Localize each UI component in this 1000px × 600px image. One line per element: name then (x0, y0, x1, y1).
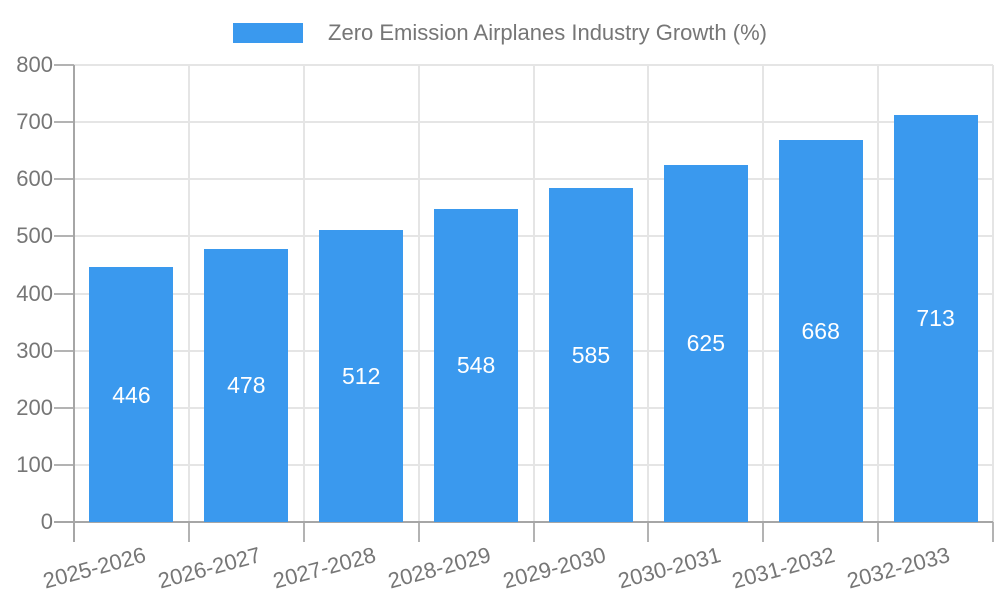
bar-2032-2033[interactable] (893, 114, 978, 522)
legend-label: Zero Emission Airplanes Industry Growth … (328, 20, 767, 45)
x-axis-tick (992, 522, 994, 542)
legend-swatch-icon (233, 23, 304, 43)
y-axis-tick-label: 800 (16, 52, 53, 77)
x-axis-tick (417, 522, 420, 542)
y-axis-tick-label: 700 (16, 109, 53, 135)
bar-2028-2029[interactable] (434, 208, 519, 522)
x-axis-tick (302, 522, 305, 542)
y-axis-tick (54, 349, 74, 352)
gridline-vertical (417, 65, 420, 522)
x-axis-tick-label: 2027-2028 (270, 542, 379, 594)
y-axis-tick (54, 406, 74, 409)
y-axis-tick (54, 64, 74, 66)
bar-2027-2028[interactable] (319, 229, 404, 522)
y-axis-tick (54, 292, 74, 295)
y-axis-tick-label: 100 (16, 451, 53, 477)
bar-value-label: 585 (571, 341, 611, 368)
bar-2030-2031[interactable] (663, 164, 748, 522)
y-axis-tick (54, 235, 74, 238)
bar-value-label: 713 (916, 305, 955, 332)
y-axis-tick-label: 600 (16, 166, 53, 192)
x-axis-line (54, 521, 993, 523)
bar-2025-2026[interactable] (89, 267, 174, 522)
x-axis-tick-label: 2029-2030 (500, 542, 609, 594)
y-axis-tick-label: 400 (16, 280, 53, 306)
gridline-vertical (992, 65, 994, 522)
bar-value-label: 446 (112, 381, 151, 408)
chart-legend[interactable]: Zero Emission Airplanes Industry Growth … (0, 20, 1000, 46)
x-axis-tick (187, 522, 190, 542)
y-axis-tick-label: 0 (40, 509, 53, 534)
x-axis-tick-label: 2030-2031 (614, 542, 724, 594)
bar-value-label: 668 (801, 318, 840, 345)
x-axis-tick-label: 2025-2026 (40, 542, 149, 594)
x-axis-tick (647, 522, 650, 542)
y-axis-tick (54, 463, 74, 466)
bar-value-label: 548 (456, 352, 496, 379)
y-axis-tick (54, 178, 74, 181)
x-axis-tick-label: 2032-2033 (844, 542, 953, 594)
y-axis-line (73, 65, 75, 542)
gridline-vertical (877, 65, 880, 522)
x-axis-tick-label: 2031-2032 (729, 542, 838, 594)
bar-value-label: 478 (227, 372, 266, 399)
gridline-vertical (187, 65, 190, 522)
gridline-vertical (647, 65, 650, 522)
x-axis-tick (762, 522, 765, 542)
bar-value-label: 512 (342, 362, 381, 389)
x-axis-tick (532, 522, 535, 542)
y-axis-tick (54, 121, 74, 124)
bar-2026-2027[interactable] (204, 248, 289, 522)
gridline-vertical (302, 65, 305, 522)
x-axis-tick-label: 2028-2029 (385, 542, 494, 594)
bar-value-label: 625 (686, 330, 725, 357)
gridline-vertical (762, 65, 765, 522)
y-axis-tick-label: 500 (16, 223, 53, 249)
y-axis-tick-label: 300 (16, 337, 53, 363)
gridline-vertical (532, 65, 535, 522)
bar-2031-2032[interactable] (778, 140, 863, 522)
bar-2029-2030[interactable] (548, 187, 633, 522)
x-axis-tick-label: 2026-2027 (155, 542, 264, 594)
x-axis-tick (877, 522, 880, 542)
y-axis-tick-label: 200 (16, 394, 53, 420)
